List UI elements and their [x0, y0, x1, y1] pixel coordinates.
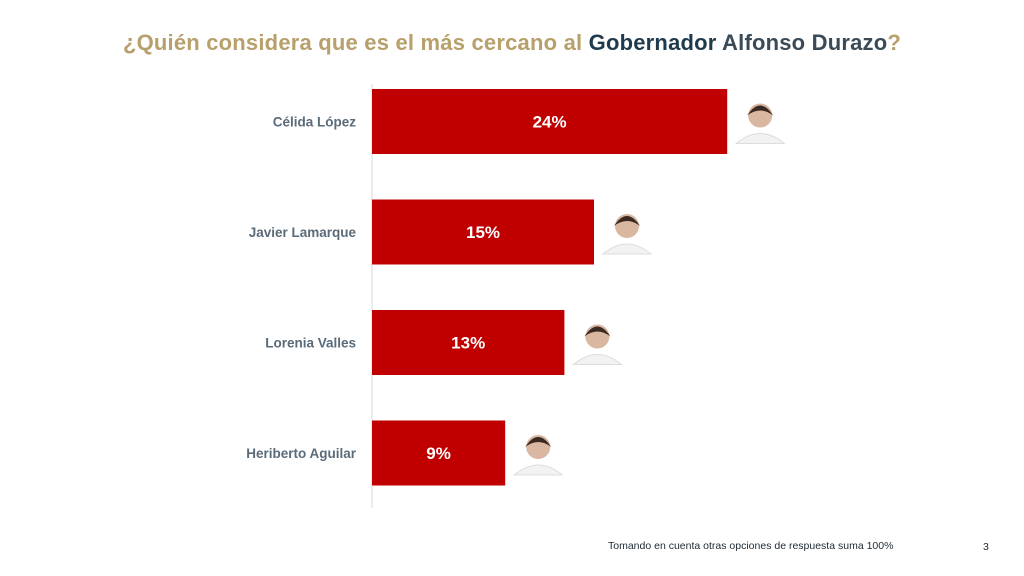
- bar-value-label: 24%: [533, 113, 567, 132]
- photo-hair: [614, 216, 640, 226]
- candidate-photo: [512, 435, 564, 476]
- photo-shoulders: [572, 354, 623, 365]
- category-label: Heriberto Aguilar: [246, 446, 357, 461]
- bar-value-label: 13%: [451, 334, 485, 353]
- photo-hair: [584, 326, 611, 337]
- candidate-photo: [734, 103, 786, 144]
- chart-title: ¿Quién considera que es el más cercano a…: [0, 30, 1024, 56]
- photo-hair: [525, 437, 552, 447]
- bar: [372, 199, 594, 265]
- photo-shoulders: [601, 243, 653, 255]
- category-label: Lorenia Valles: [265, 336, 356, 351]
- bar: [372, 420, 506, 486]
- bar: [372, 89, 728, 154]
- page-number: 3: [983, 541, 989, 553]
- category-label: Javier Lamarque: [249, 225, 357, 240]
- title-part-gobernador: Gobernador: [588, 30, 717, 55]
- candidate-photo: [572, 324, 623, 365]
- title-part-question: ¿Quién considera que es el más cercano a…: [122, 30, 589, 55]
- bar: [372, 310, 565, 375]
- title-part-mark: ?: [887, 30, 902, 55]
- candidate-photo: [601, 214, 653, 255]
- footnote: Tomando en cuenta otras opciones de resp…: [608, 540, 894, 552]
- photo-shoulders: [512, 464, 564, 476]
- photo-hair: [747, 105, 774, 116]
- bar-value-label: 9%: [426, 444, 451, 463]
- photo-shoulders: [734, 133, 786, 144]
- title-part-name: Alfonso Durazo: [716, 30, 888, 55]
- bar-value-label: 15%: [466, 223, 500, 242]
- category-label: Célida López: [273, 115, 357, 130]
